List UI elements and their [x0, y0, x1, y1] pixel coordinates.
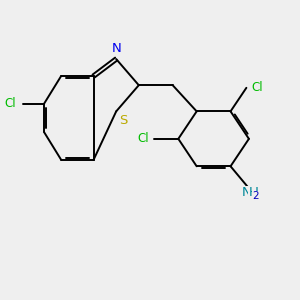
- Text: Cl: Cl: [252, 81, 263, 94]
- Text: N: N: [242, 186, 251, 199]
- Text: N: N: [111, 43, 121, 56]
- Text: Cl: Cl: [137, 132, 149, 145]
- Text: Cl: Cl: [4, 97, 16, 110]
- Text: S: S: [119, 114, 128, 127]
- Text: 2: 2: [252, 191, 259, 201]
- Text: H: H: [248, 186, 258, 199]
